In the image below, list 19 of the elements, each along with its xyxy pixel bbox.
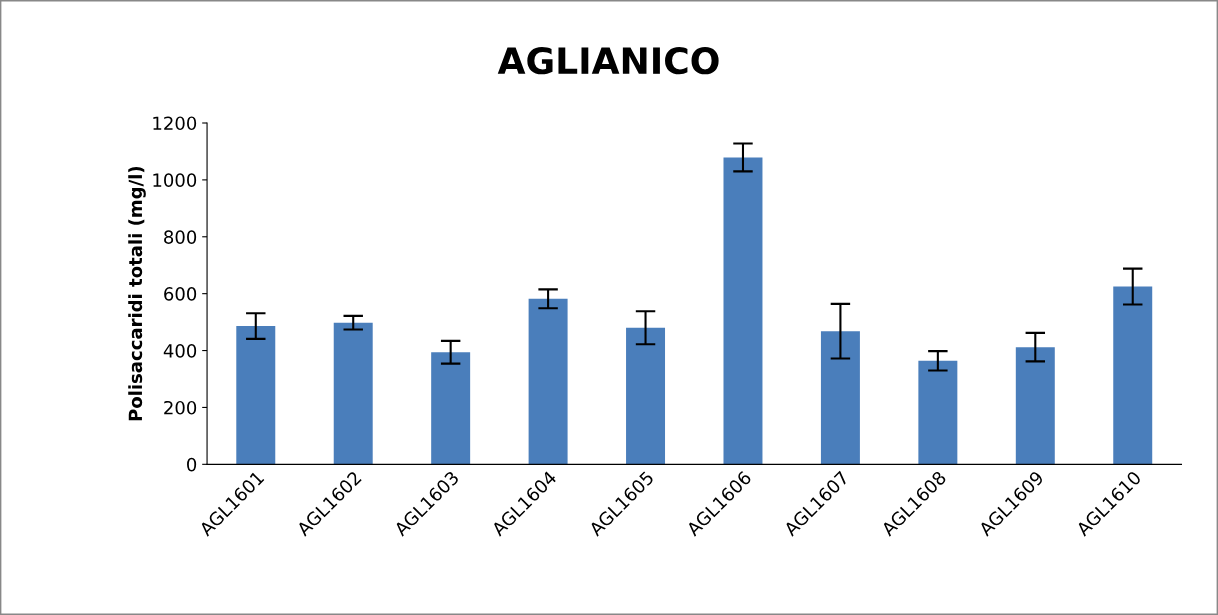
y-tick-label: 1200: [153, 116, 197, 131]
y-tick-label: 0: [187, 457, 197, 472]
y-tick-label: 400: [163, 344, 197, 358]
bar: [820, 331, 860, 465]
y-tick-label: 800: [164, 230, 197, 244]
chart-title: AGLIANICO: [497, 47, 719, 75]
bar: [236, 326, 276, 465]
bar: [626, 327, 666, 465]
bar: [723, 157, 763, 465]
bar: [333, 322, 373, 465]
bar: [528, 298, 568, 465]
bar: [1015, 347, 1055, 465]
y-tick-label: 200: [164, 400, 197, 415]
y-tick-label: 1000: [153, 173, 197, 187]
bar: [431, 352, 471, 465]
bar: [1113, 286, 1153, 465]
y-axis-title: Polisaccaridi totali (mg/l): [128, 166, 146, 421]
y-tick-label: 600: [164, 287, 197, 301]
bar: [918, 360, 958, 465]
